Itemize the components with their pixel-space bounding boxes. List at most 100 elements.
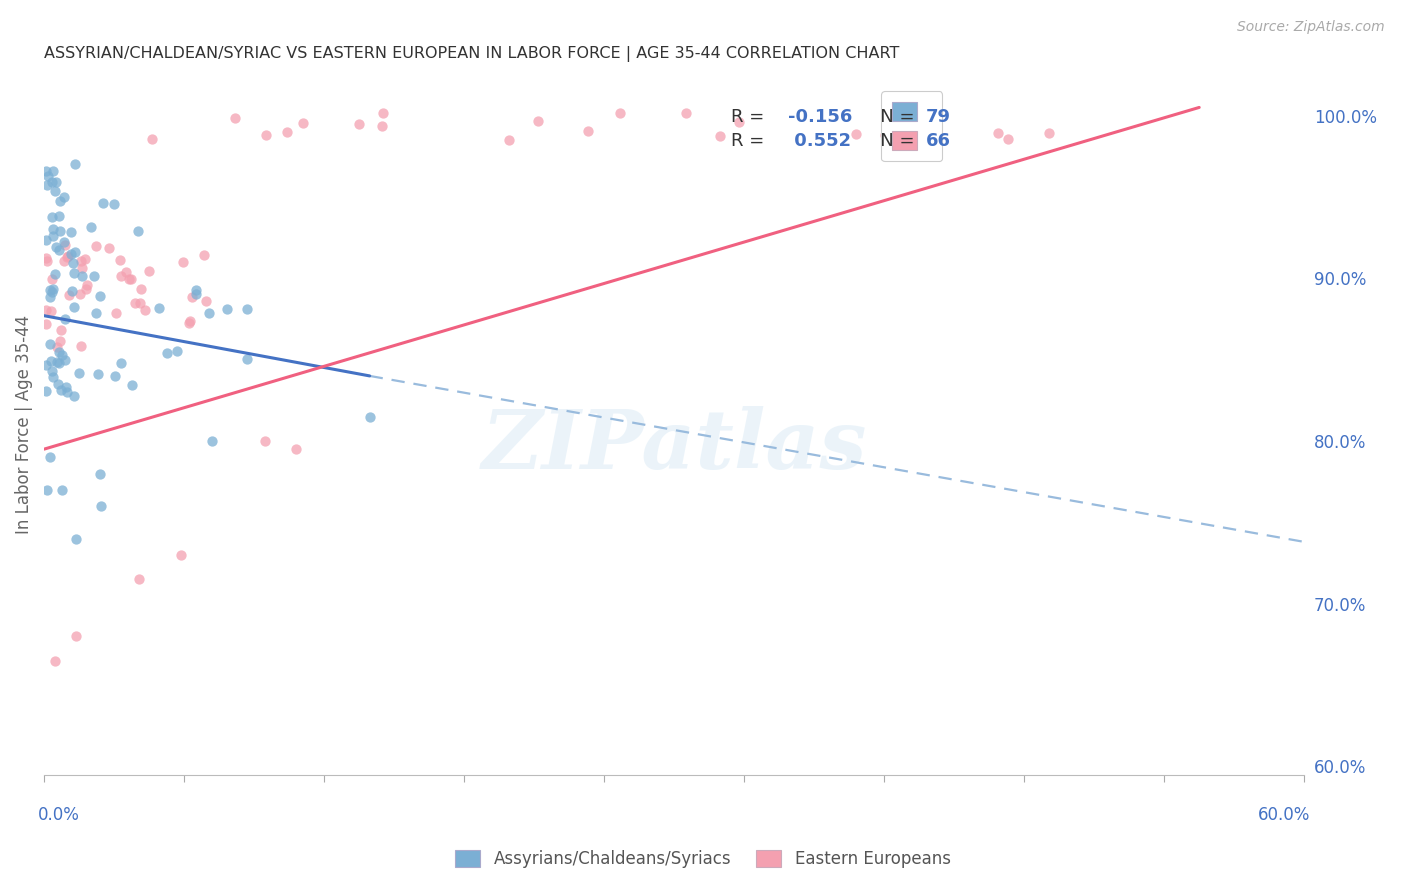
Point [39, 450, 62, 465]
Point [48, 194, 70, 208]
Point [89, 289, 111, 303]
Point [45, 341, 67, 355]
Point [41, 364, 63, 378]
Point [108, 252, 131, 267]
Point [56, 249, 79, 263]
Point [60, 285, 83, 299]
Point [128, 572, 150, 586]
Point [90, 499, 112, 513]
Point [76, 278, 98, 293]
Text: -0.156: -0.156 [787, 108, 852, 126]
Point [134, 303, 156, 318]
Legend: , : , [882, 91, 942, 161]
Point [179, 314, 201, 328]
Text: ASSYRIAN/CHALDEAN/SYRIAC VS EASTERN EUROPEAN IN LABOR FORCE | AGE 35-44 CORRELAT: ASSYRIAN/CHALDEAN/SYRIAC VS EASTERN EURO… [44, 46, 900, 62]
Point [576, 124, 599, 138]
Point [37, 483, 59, 497]
Point [155, 346, 177, 360]
Point [201, 434, 224, 448]
Point [184, 283, 207, 297]
Point [35, 254, 58, 268]
Point [70, 339, 93, 353]
Point [70, 261, 93, 276]
Point [997, 132, 1019, 146]
Point [73, 252, 96, 266]
Point [141, 132, 163, 146]
Point [72, 269, 94, 284]
Point [117, 271, 139, 285]
Point [129, 295, 152, 310]
Point [184, 286, 207, 301]
Point [46, 354, 69, 368]
Point [35, 164, 58, 178]
Point [110, 268, 132, 283]
Point [65, 532, 87, 546]
Point [253, 434, 276, 448]
Point [62, 301, 84, 315]
Point [59, 225, 82, 239]
Point [120, 271, 142, 285]
Point [371, 106, 394, 120]
Point [527, 113, 550, 128]
Point [35, 384, 58, 398]
Point [44, 267, 66, 281]
Point [41, 272, 63, 286]
Point [41, 285, 63, 300]
Point [56, 250, 79, 264]
Point [124, 296, 146, 310]
Point [1038, 126, 1060, 140]
Point [80, 219, 103, 234]
Point [215, 302, 238, 317]
Point [49, 323, 72, 337]
Point [97, 241, 120, 255]
Point [45, 240, 67, 254]
Point [42, 164, 65, 178]
Text: Source: ZipAtlas.com: Source: ZipAtlas.com [1237, 20, 1385, 34]
Point [127, 224, 149, 238]
Text: 0.0%: 0.0% [38, 806, 80, 824]
Point [53, 190, 76, 204]
Point [49, 334, 72, 348]
Point [198, 306, 221, 320]
Point [276, 125, 298, 139]
Legend: Assyrians/Chaldeans/Syriacs, Eastern Europeans: Assyrians/Chaldeans/Syriacs, Eastern Eur… [449, 843, 957, 875]
Y-axis label: In Labor Force | Age 35-44: In Labor Force | Age 35-44 [15, 315, 32, 534]
Point [53, 312, 76, 326]
Text: N =: N = [863, 108, 921, 126]
Point [87, 367, 110, 381]
Point [75, 282, 97, 296]
Point [41, 370, 63, 384]
Point [169, 548, 191, 562]
Point [63, 157, 86, 171]
Point [59, 247, 82, 261]
Point [83, 268, 105, 283]
Point [42, 222, 65, 236]
Text: 66: 66 [927, 132, 952, 151]
Point [727, 115, 749, 129]
Point [52, 235, 75, 249]
Point [254, 128, 277, 142]
Point [84, 239, 107, 253]
Point [193, 248, 215, 262]
Point [39, 353, 62, 368]
Point [236, 302, 259, 317]
Text: 79: 79 [927, 108, 952, 126]
Point [138, 264, 160, 278]
Point [129, 281, 152, 295]
Point [166, 344, 188, 359]
Point [91, 195, 114, 210]
Point [65, 629, 87, 643]
Point [236, 352, 259, 367]
Point [675, 105, 697, 120]
Point [37, 169, 59, 183]
Point [104, 306, 127, 320]
Point [114, 264, 136, 278]
Point [58, 288, 80, 302]
Point [875, 128, 897, 143]
Point [48, 209, 70, 223]
Point [35, 358, 58, 372]
Point [55, 385, 77, 400]
Point [51, 483, 73, 497]
Point [987, 126, 1010, 140]
Point [84, 306, 107, 320]
